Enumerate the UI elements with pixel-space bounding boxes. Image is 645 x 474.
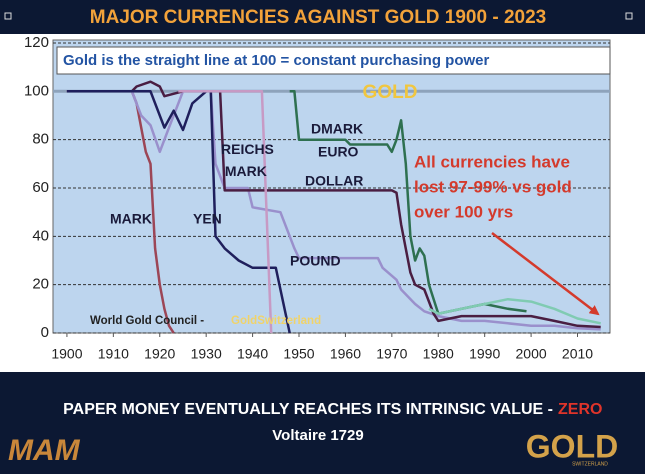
label-line: REICHS: [221, 141, 274, 157]
y-tick-label: 0: [41, 324, 49, 341]
y-tick-label: 40: [32, 227, 49, 244]
x-tick-label: 1920: [144, 346, 175, 362]
series-line: [178, 90, 273, 334]
source-emphasis: GoldSwitzerland: [231, 315, 321, 327]
title-icon: [625, 12, 633, 20]
logo-right-small: SWITZERLAND: [572, 461, 608, 467]
logo-left: MAM: [8, 434, 81, 467]
series-line: [66, 80, 601, 329]
series-label: MARK: [110, 211, 152, 227]
y-tick-label: 80: [32, 131, 49, 148]
y-tick-label: 120: [24, 34, 49, 51]
series-label: DOLLAR: [305, 173, 363, 189]
title-icon: [4, 12, 12, 20]
series-line: [428, 297, 601, 325]
footer-quote: PAPER MONEY EVENTUALLY REACHES ITS INTRI…: [63, 401, 553, 418]
source: World Gold Council -: [90, 315, 204, 327]
x-tick-label: 1980: [423, 346, 454, 362]
x-tick-label: 1940: [237, 346, 268, 362]
series-label: EURO: [318, 144, 359, 160]
annotation: All currencies have: [414, 152, 570, 171]
x-tick-label: 1930: [191, 346, 222, 362]
series-label: REICHS MARK: [221, 141, 274, 179]
x-tick-label: 1900: [51, 346, 82, 362]
series-line: [66, 90, 601, 331]
series-label: YEN: [193, 211, 222, 227]
x-tick-label: 1910: [98, 346, 129, 362]
series-label: DMARK: [311, 121, 363, 137]
annotation: lost 97-99% vs gold: [414, 177, 572, 196]
x-tick-label: 1990: [469, 346, 500, 362]
logo-right: GOLD: [526, 428, 618, 464]
subtitle-box: [56, 46, 611, 75]
x-tick-label: 1950: [283, 346, 314, 362]
series-label: POUND: [290, 253, 341, 269]
lines: [53, 80, 610, 334]
footer-emphasis: ZERO: [558, 401, 602, 418]
subtitle: Gold is the straight line at 100 = const…: [63, 52, 489, 69]
y-tick-label: 20: [32, 276, 49, 293]
chart-title: MAJOR CURRENCIES AGAINST GOLD 1900 - 202…: [90, 7, 546, 28]
x-tick-label: 1960: [330, 346, 361, 362]
annotation: over 100 yrs: [414, 202, 513, 221]
x-tick-label: 2000: [516, 346, 547, 362]
y-tick-label: 60: [32, 179, 49, 196]
arrow: [491, 232, 600, 316]
y-tick-label: 100: [24, 82, 49, 99]
footer-attribution: Voltaire 1729: [272, 427, 363, 444]
label-line: MARK: [221, 163, 267, 179]
x-tick-label: 1970: [376, 346, 407, 362]
series-label: GOLD: [363, 82, 418, 103]
x-tick-label: 2010: [562, 346, 593, 362]
